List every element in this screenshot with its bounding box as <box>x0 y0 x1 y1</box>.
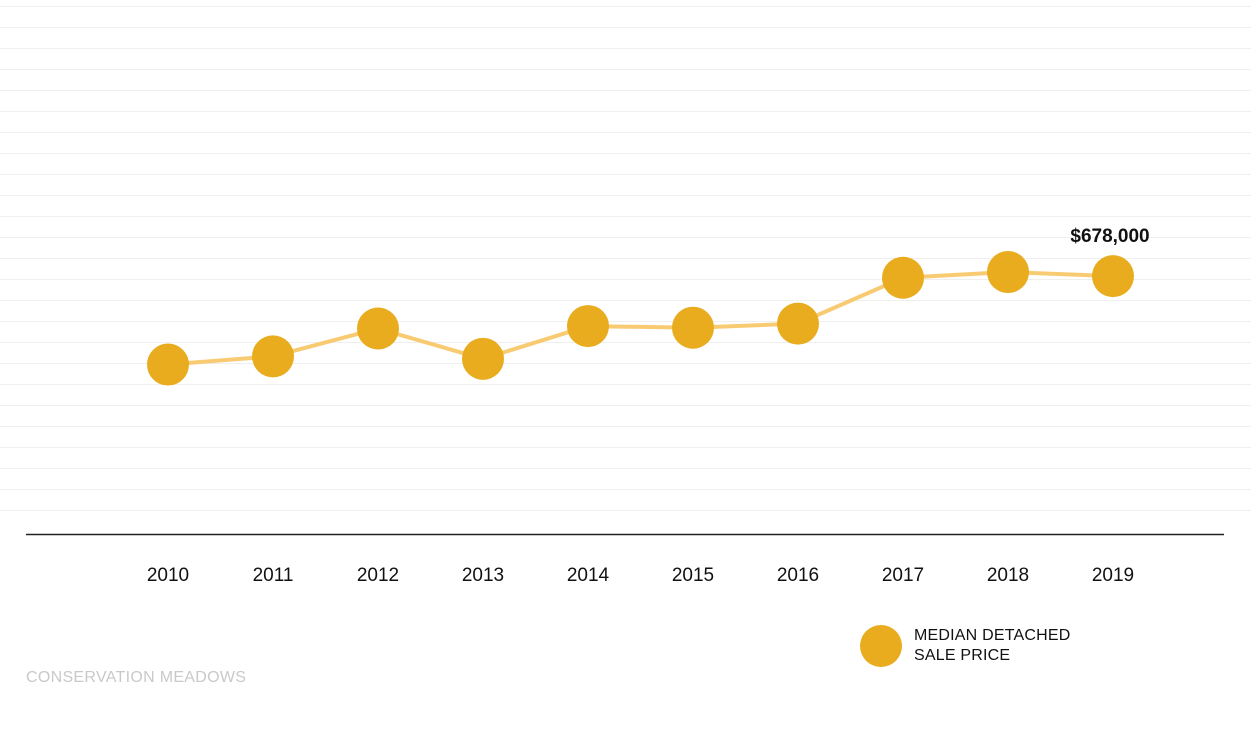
x-tick-label-2010: 2010 <box>147 565 189 586</box>
legend: MEDIAN DETACHED SALE PRICE <box>860 625 1104 667</box>
data-point-2015 <box>672 306 714 349</box>
data-point-2011 <box>252 335 294 378</box>
x-tick-label-2016: 2016 <box>777 565 819 586</box>
footer-label: CONSERVATION MEADOWS <box>26 669 247 686</box>
legend-label: MEDIAN DETACHED SALE PRICE <box>914 627 1071 664</box>
x-tick-label-2018: 2018 <box>987 565 1029 586</box>
x-tick-label-2012: 2012 <box>357 565 399 586</box>
x-tick-label-2015: 2015 <box>672 565 714 586</box>
data-point-2016 <box>777 302 819 345</box>
data-label-2019: $678,000 <box>1070 226 1149 247</box>
data-point-2013 <box>462 337 504 380</box>
x-tick-label-2019: 2019 <box>1092 565 1134 586</box>
data-point-2017 <box>882 256 924 299</box>
data-point-2010 <box>147 343 189 386</box>
x-tick-label-2017: 2017 <box>882 565 924 586</box>
series-line <box>166 270 1115 367</box>
x-tick-label-2011: 2011 <box>253 565 294 586</box>
data-point-2018 <box>987 251 1029 294</box>
data-point-2014 <box>567 305 609 348</box>
data-point-2012 <box>357 307 399 350</box>
x-tick-label-2013: 2013 <box>462 565 504 586</box>
legend-swatch-icon <box>860 625 902 667</box>
x-tick-label-2014: 2014 <box>567 565 610 586</box>
data-point-2019 <box>1092 255 1134 298</box>
gridlines <box>0 6 1251 511</box>
